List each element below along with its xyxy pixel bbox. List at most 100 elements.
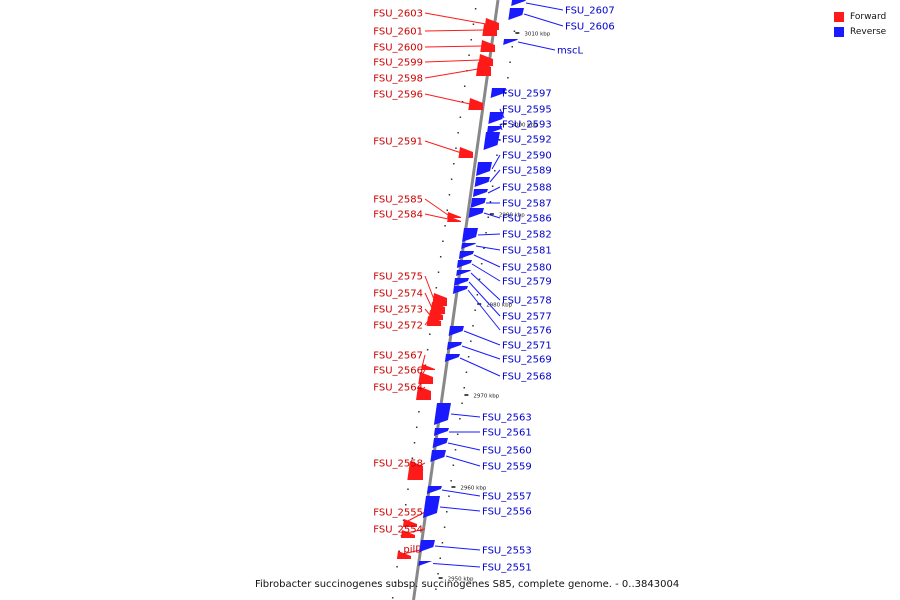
reverse-leader [499,123,503,131]
forward-gene-label: FSU_2591 [373,137,423,148]
reverse-gene [490,88,506,98]
reverse-leader [517,41,556,51]
forward-leader [409,462,426,471]
reverse-gene-label: FSU_2579 [502,277,552,288]
axis-dot [435,588,437,590]
axis-dot [446,511,448,513]
axis-dot [405,504,407,506]
reverse-gene [453,278,469,286]
reverse-gene [452,286,468,294]
reverse-gene [461,243,476,249]
reverse-gene-label: FSU_2606 [565,22,615,33]
axis-dot [455,147,457,149]
forward-gene-label: FSU_2567 [373,351,423,362]
reverse-gene [468,208,484,218]
legend: Forward Reverse [834,9,892,39]
axis-dot [513,30,516,32]
tick-label: 2980 kbp [486,303,512,309]
axis-dot [489,201,492,203]
axis-dot [461,101,464,103]
reverse-gene [422,496,440,518]
axis-dot [470,39,473,41]
reverse-leader [467,289,501,331]
reverse-leader [439,506,481,512]
axis-dot [459,116,462,118]
axis-dot [465,371,468,373]
reverse-gene-label: FSU_2592 [502,135,552,146]
forward-gene-label: FSU_2575 [373,272,423,283]
forward-gene [426,316,441,326]
reverse-gene [508,8,524,20]
axis-dot [491,185,494,187]
axis-dot [467,356,470,358]
axis-dot [391,597,394,599]
reverse-leader [491,154,501,170]
reverse-leader [461,345,501,360]
reverse-gene-label: FSU_2595 [502,105,552,116]
legend-reverse-label: Reverse [850,26,887,37]
reverse-gene [488,112,504,124]
forward-gene-label: FSU_2554 [373,525,423,536]
axis-dot [456,433,459,435]
reverse-gene-label: FSU_2576 [502,326,552,337]
forward-leader [417,386,426,394]
forward-gene-label: FSU_2601 [373,27,423,38]
axis-dot [454,449,457,451]
axis-dot [463,85,466,87]
axis-dot [426,349,429,351]
reverse-leader [525,2,564,11]
axis-dot [398,550,400,552]
forward-gene [428,310,443,320]
axis-dot [468,54,470,56]
axis-dot [507,77,509,79]
forward-leader [424,308,431,316]
forward-gene-label: FSU_2598 [373,74,423,85]
reverse-gene [474,177,490,187]
reverse-gene [430,450,446,462]
tick-label: 2950 kbp [448,577,474,583]
axis-dot [485,232,487,234]
reverse-gene [446,342,462,350]
legend-forward-label: Forward [850,11,887,22]
forward-gene [476,62,491,76]
axis-dot [463,387,465,389]
forward-gene [480,40,495,52]
forward-leader [421,354,426,368]
reverse-gene [448,326,464,336]
reverse-gene [418,561,433,566]
reverse-gene-label: FSU_2580 [502,263,552,274]
reverse-gene-label: FSU_2563 [482,413,532,424]
axis-dot [459,418,461,420]
forward-leader [424,213,449,220]
reverse-gene-label: FSU_2588 [502,183,552,194]
axis-dot [452,464,455,466]
reverse-gene-label: FSU_2561 [482,428,532,439]
axis-dot [478,278,481,280]
reverse-leader [487,186,501,194]
axis-dot [435,287,438,289]
reverse-gene-label: FSU_2556 [482,507,532,518]
reverse-gene-label: FSU_2568 [502,372,552,383]
axis-dot [496,154,498,156]
forward-gene-label: FSU_2584 [373,210,423,221]
reverse-leader [450,413,481,418]
forward-gene-label: FSU_2573 [373,305,423,316]
forward-leader [401,528,426,535]
reverse-gene [483,132,500,150]
axis-dot [424,364,427,366]
reverse-gene [444,354,460,362]
reverse-gene-label: FSU_2557 [482,492,532,503]
axis-dot [443,526,446,528]
legend-reverse: Reverse [834,24,892,39]
forward-gene-label: FSU_2566 [373,366,423,377]
axis-dot [415,426,418,428]
axis-dot [407,488,409,490]
axis-dot [487,216,490,218]
axis-dot [413,442,416,444]
forward-leader [424,29,485,32]
forward-gene-label: FSU_2596 [373,90,423,101]
axis-dot [453,163,455,165]
reverse-leader [432,563,481,568]
axis-dot [444,225,446,227]
reverse-leader [473,254,501,268]
